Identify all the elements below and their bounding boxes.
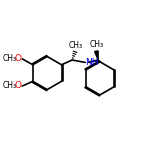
Text: NH: NH [85,58,99,67]
Text: O: O [14,81,21,90]
Text: CH₃: CH₃ [69,41,83,50]
Text: CH₃: CH₃ [3,81,17,90]
Text: CH₃: CH₃ [89,40,104,49]
Text: O: O [14,54,21,63]
Polygon shape [95,51,98,60]
Text: CH₃: CH₃ [3,54,17,63]
